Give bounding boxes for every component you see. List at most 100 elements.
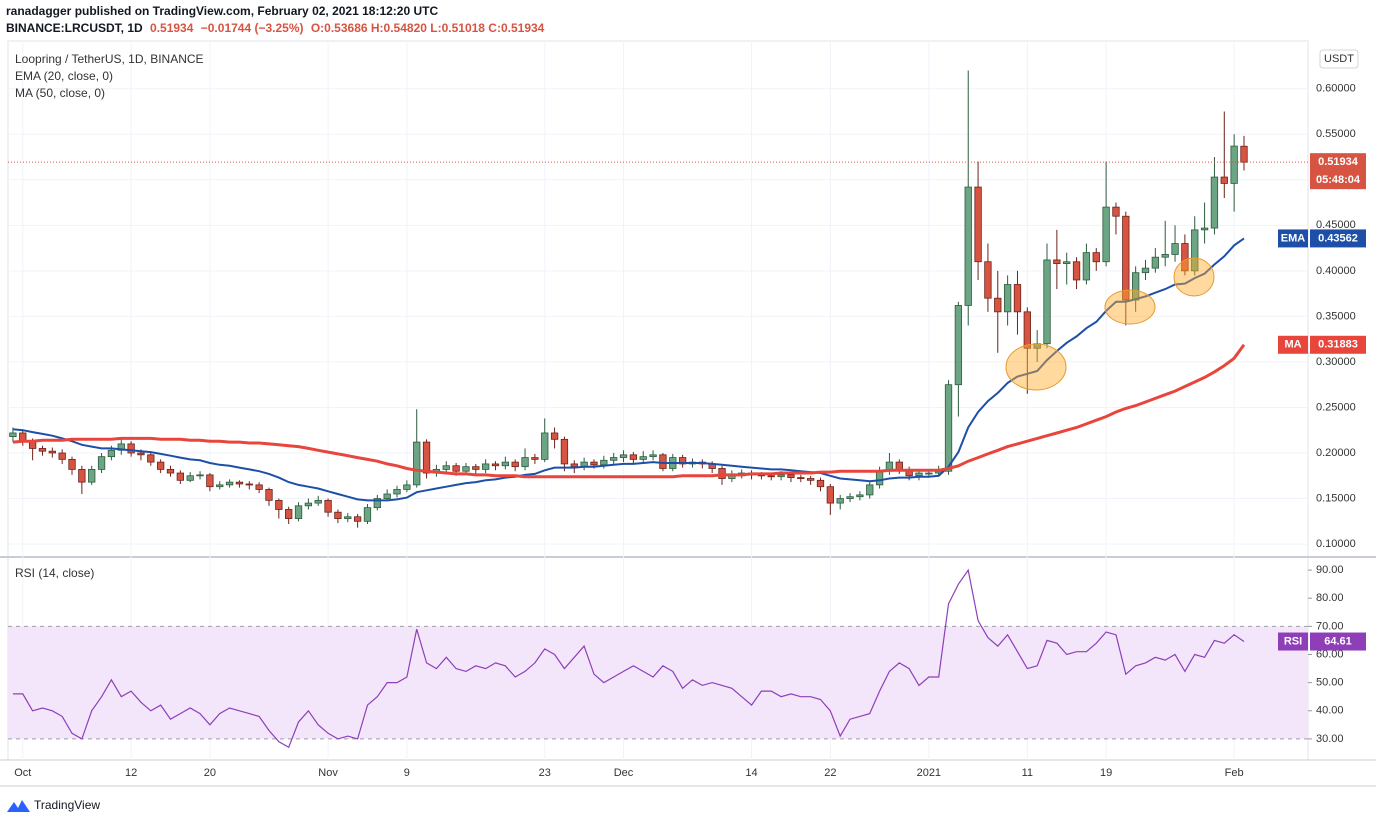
- candle-body: [196, 474, 204, 477]
- candle-body: [895, 461, 903, 470]
- candle-body: [353, 516, 362, 522]
- candle-body: [88, 468, 96, 483]
- candle-body: [304, 502, 313, 507]
- x-tick-label: 22: [824, 767, 836, 779]
- candle-body: [482, 463, 490, 470]
- rsi-line: [12, 568, 1245, 749]
- unit-button[interactable]: [1319, 49, 1359, 69]
- overlay-value-box: [1310, 229, 1366, 248]
- candle-body: [531, 457, 539, 460]
- candle-body: [1023, 311, 1031, 349]
- candle-body: [1053, 259, 1061, 264]
- candle-body: [570, 463, 578, 468]
- candle-body: [442, 465, 450, 470]
- price: 0.51934: [150, 21, 194, 35]
- change: −0.01744 (−3.25%): [201, 21, 304, 35]
- ohlc: O:0.53686 H:0.54820 L:0.51018 C:0.51934: [311, 21, 545, 35]
- x-tick-label: 12: [125, 767, 137, 779]
- candle-body: [68, 458, 76, 470]
- candle-body: [944, 384, 953, 472]
- candle-body: [619, 454, 628, 458]
- symbol-line: BINANCE:LRCUSDT, 1D 0.51934 −0.01744 (−3…: [6, 21, 545, 35]
- y-tick-label: 0.15000: [1316, 492, 1356, 504]
- candle-body: [422, 441, 431, 474]
- candle-body: [245, 483, 253, 486]
- candle-body: [1151, 256, 1159, 269]
- overlay-tag: MA: [1284, 339, 1301, 351]
- candle-body: [974, 186, 982, 263]
- candle-body: [216, 484, 224, 488]
- rsi-band: [8, 626, 1308, 739]
- rsi-value: 64.61: [1324, 635, 1352, 647]
- x-tick-label: 23: [539, 767, 551, 779]
- candle-body: [836, 498, 844, 504]
- candle-body: [403, 484, 411, 490]
- annotations: [1005, 257, 1215, 391]
- candle-body: [1003, 284, 1012, 313]
- candle-body: [915, 472, 923, 477]
- candle-body: [1112, 206, 1120, 217]
- y-tick-label: 80.00: [1316, 592, 1344, 604]
- candle-body: [452, 465, 460, 472]
- symbol: BINANCE:LRCUSDT, 1D: [6, 21, 143, 35]
- candle-body: [787, 474, 795, 478]
- candle-body: [472, 466, 480, 470]
- rsi-tag-box: [1278, 632, 1308, 651]
- y-tick-label: 0.55000: [1316, 128, 1356, 140]
- y-tick-label: 50.00: [1316, 677, 1344, 689]
- x-tick-label: 19: [1100, 767, 1112, 779]
- candle-body: [600, 459, 608, 466]
- overlay-tag-box: [1278, 229, 1308, 248]
- candle-body: [856, 494, 864, 498]
- candle-body: [157, 461, 165, 470]
- candle-body: [590, 461, 598, 466]
- candle-body: [1240, 145, 1248, 163]
- candle-body: [413, 441, 421, 486]
- x-tick-label: Nov: [318, 767, 338, 779]
- candle-body: [1102, 206, 1110, 263]
- overlay-tag-box: [1278, 335, 1308, 354]
- y-tick-label: 0.10000: [1316, 538, 1356, 550]
- candle-body: [541, 432, 549, 460]
- rsi-tag: RSI: [1284, 635, 1302, 647]
- x-tick-label: 14: [745, 767, 757, 779]
- candle-body: [363, 507, 372, 522]
- y-tick-label: 90.00: [1316, 564, 1344, 576]
- candle-body: [639, 456, 647, 460]
- y-tick-label: 0.20000: [1316, 447, 1356, 459]
- y-tick-label: 30.00: [1316, 733, 1344, 745]
- y-tick-label: 0.45000: [1316, 219, 1356, 231]
- candle-body: [777, 474, 785, 478]
- last-price-label: 0.51934: [1318, 156, 1359, 168]
- publisher: ranadagger published on TradingView.com,…: [6, 4, 438, 18]
- y-tick-label: 70.00: [1316, 620, 1344, 632]
- y-tick-label: 0.40000: [1316, 265, 1356, 277]
- candle-body: [1043, 259, 1051, 345]
- candle-body: [964, 186, 972, 306]
- candle-body: [1171, 243, 1179, 255]
- candle-body: [265, 489, 273, 501]
- rsi-value-box: [1310, 632, 1366, 651]
- y-tick-label: 0.35000: [1316, 310, 1356, 322]
- candle-body: [501, 461, 509, 467]
- logo-icon: [7, 800, 30, 812]
- candle-body: [186, 475, 194, 481]
- candle-body: [807, 478, 815, 481]
- y-tick-label: 0.60000: [1316, 83, 1356, 95]
- candle-body: [767, 475, 775, 478]
- candle-body: [235, 481, 244, 485]
- highlight-circle: [1104, 289, 1156, 325]
- candle-body: [629, 454, 638, 460]
- candle-body: [610, 457, 618, 461]
- x-tick-label: 2021: [917, 767, 941, 779]
- chart-title: Loopring / TetherUS, 1D, BINANCE: [15, 52, 204, 66]
- candle-body: [206, 474, 214, 488]
- last-price-box: [1310, 153, 1366, 190]
- rsi-title: RSI (14, close): [15, 566, 94, 580]
- brand: TradingView: [34, 798, 100, 812]
- candle-body: [334, 511, 342, 519]
- candle-body: [9, 432, 17, 438]
- brand-logo: [7, 800, 30, 812]
- unit[interactable]: USDT: [1324, 53, 1354, 65]
